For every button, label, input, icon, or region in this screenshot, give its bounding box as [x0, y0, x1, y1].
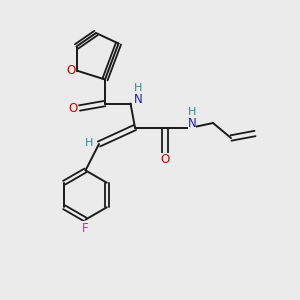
Text: H: H	[85, 137, 94, 148]
Text: F: F	[82, 221, 89, 235]
Text: O: O	[67, 64, 76, 77]
Text: H: H	[134, 83, 142, 93]
Text: O: O	[68, 101, 77, 115]
Text: N: N	[134, 93, 143, 106]
Text: H: H	[188, 107, 196, 117]
Text: O: O	[160, 153, 169, 166]
Text: N: N	[188, 117, 196, 130]
